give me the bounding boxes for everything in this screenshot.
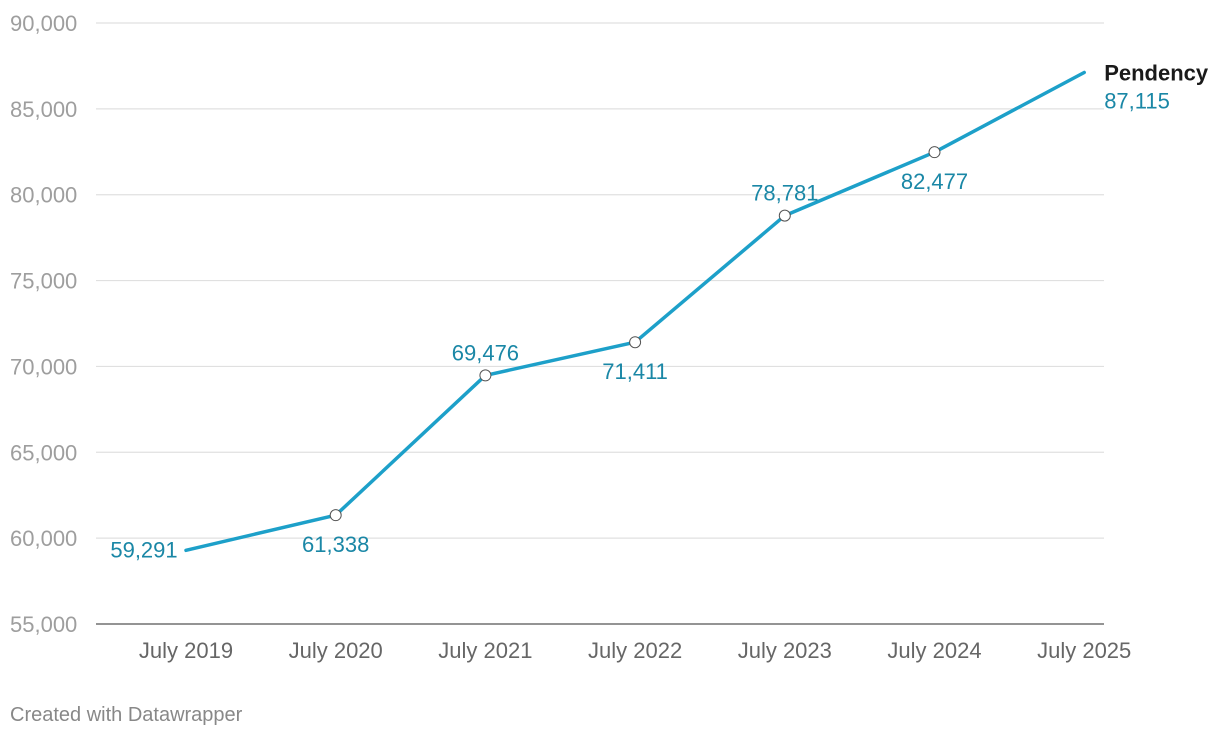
data-label: 78,781 [751,181,818,206]
y-tick-label: 85,000 [10,97,77,122]
y-tick-label: 65,000 [10,440,77,465]
data-label: 82,477 [901,169,968,194]
data-label: 69,476 [452,340,519,365]
series-line-pendency [184,70,1086,553]
y-tick-label: 75,000 [10,269,77,294]
y-tick-label: 55,000 [10,612,77,637]
data-point-marker [778,209,791,222]
x-tick-label: July 2024 [887,638,981,663]
data-point-marker [629,336,642,349]
y-tick-label: 90,000 [10,11,77,36]
data-label: 71,411 [602,359,668,384]
y-tick-label: 60,000 [10,526,77,551]
data-labels: 59,291 61,338 69,476 71,411 78,781 82,477 [110,169,968,562]
data-markers [329,146,941,522]
series-name-label: Pendency [1104,61,1209,86]
series-label: Pendency 87,115 [1104,61,1209,114]
y-axis-tick-labels: 55,000 60,000 65,000 70,000 75,000 80,000 85,0… [10,11,77,637]
x-tick-label: July 2025 [1037,638,1131,663]
x-tick-label: July 2019 [139,638,233,663]
x-axis-tick-labels: July 2019 July 2020 July 2021 July 2022 July… [139,638,1131,663]
gridlines [96,22,1104,625]
x-tick-label: July 2020 [289,638,383,663]
footer-credit: Created with Datawrapper [10,704,243,726]
data-label: 61,338 [302,532,369,557]
series-line-layer [184,70,1086,553]
x-tick-label: July 2021 [438,638,532,663]
line-chart: 55,000 60,000 65,000 70,000 75,000 80,000 85,0… [10,11,1209,663]
data-label: 59,291 [110,537,177,562]
data-point-marker [329,509,342,522]
data-point-marker [928,146,941,159]
y-tick-label: 80,000 [10,183,77,208]
data-point-marker [479,369,492,382]
y-tick-label: 70,000 [10,354,77,379]
end-value-label: 87,115 [1104,89,1170,114]
x-tick-label: July 2023 [738,638,832,663]
x-tick-label: July 2022 [588,638,682,663]
